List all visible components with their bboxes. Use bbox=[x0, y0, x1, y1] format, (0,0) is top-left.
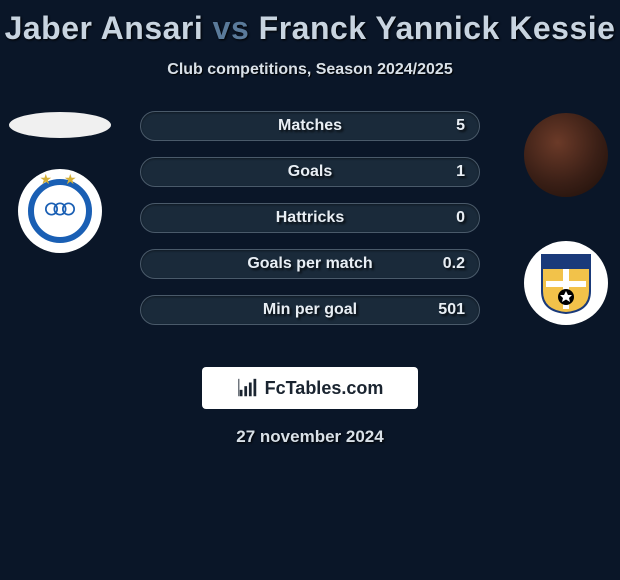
stat-rows: Matches 5 Goals 1 Hattricks 0 Goals per … bbox=[140, 111, 480, 341]
stat-value-right: 0 bbox=[456, 209, 465, 227]
stats-area: ★ ★ Matches 5 bbox=[0, 115, 620, 355]
player2-club-badge bbox=[524, 241, 608, 325]
esteghlal-crest: ★ ★ bbox=[28, 179, 92, 243]
stat-label: Hattricks bbox=[141, 209, 479, 227]
stat-row-goals-per-match: Goals per match 0.2 bbox=[140, 249, 480, 279]
stat-value-right: 5 bbox=[456, 117, 465, 135]
player1-club-badge: ★ ★ bbox=[18, 169, 102, 253]
watermark: FcTables.com bbox=[202, 367, 418, 409]
stat-value-right: 0.2 bbox=[443, 255, 465, 273]
stat-label: Goals per match bbox=[141, 255, 479, 273]
stat-value-right: 1 bbox=[456, 163, 465, 181]
watermark-text: FcTables.com bbox=[265, 378, 384, 399]
crest-rings-icon bbox=[43, 199, 77, 224]
vs-separator: vs bbox=[213, 10, 250, 46]
player2-avatar bbox=[524, 113, 608, 197]
stat-row-goals: Goals 1 bbox=[140, 157, 480, 187]
inter-zapresic-crest bbox=[538, 251, 594, 315]
stat-label: Matches bbox=[141, 117, 479, 135]
player1-avatar bbox=[9, 112, 111, 138]
stat-row-hattricks: Hattricks 0 bbox=[140, 203, 480, 233]
stat-label: Min per goal bbox=[141, 301, 479, 319]
bar-chart-icon bbox=[237, 377, 259, 399]
player2-name: Franck Yannick Kessie bbox=[259, 10, 616, 46]
date-line: 27 november 2024 bbox=[0, 427, 620, 447]
crest-stars-icon: ★ ★ bbox=[34, 171, 86, 188]
comparison-title: Jaber Ansari vs Franck Yannick Kessie bbox=[0, 0, 620, 47]
subtitle: Club competitions, Season 2024/2025 bbox=[0, 61, 620, 79]
player1-name: Jaber Ansari bbox=[5, 10, 204, 46]
stat-row-matches: Matches 5 bbox=[140, 111, 480, 141]
stat-row-min-per-goal: Min per goal 501 bbox=[140, 295, 480, 325]
stat-value-right: 501 bbox=[438, 301, 465, 319]
stat-label: Goals bbox=[141, 163, 479, 181]
